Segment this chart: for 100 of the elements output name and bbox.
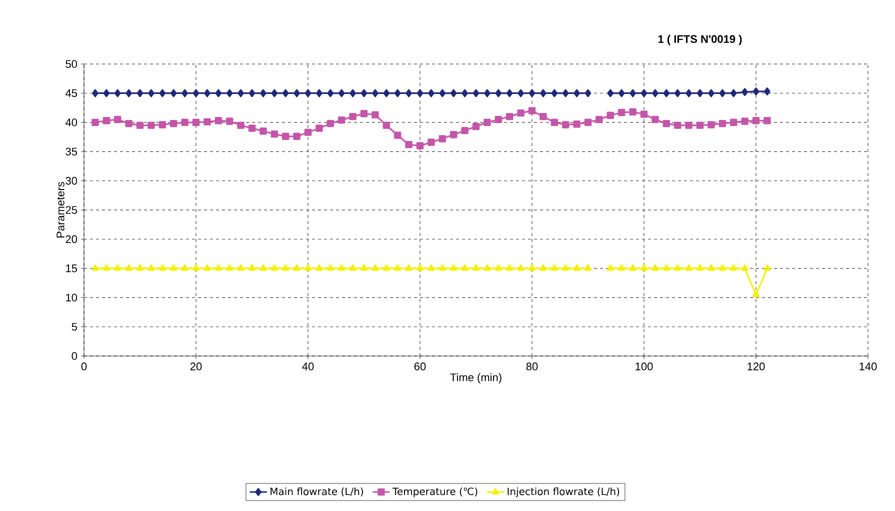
point — [718, 264, 726, 271]
legend-label: Injection flowrate (L/h) — [508, 487, 620, 498]
point — [640, 89, 648, 98]
y-tick-label: 10 — [66, 294, 78, 302]
legend-label: Temperature (℃) — [392, 487, 478, 498]
y-tick-label: 15 — [66, 264, 78, 272]
point — [652, 89, 658, 98]
chart-title: 1 ( IFTS N'0019 ) — [658, 34, 742, 46]
point — [708, 264, 715, 271]
point — [550, 264, 558, 271]
point — [450, 264, 458, 271]
point — [764, 87, 770, 96]
point — [126, 89, 132, 98]
point — [606, 264, 614, 271]
point — [215, 89, 222, 98]
point — [316, 264, 323, 271]
point — [349, 264, 356, 271]
point — [136, 264, 144, 271]
point — [170, 89, 177, 98]
point — [92, 89, 98, 98]
point — [148, 264, 155, 271]
point — [506, 264, 514, 271]
point — [406, 89, 412, 98]
point — [372, 264, 379, 271]
point — [338, 89, 345, 98]
point — [383, 89, 390, 98]
point — [741, 264, 748, 271]
point — [282, 89, 289, 98]
point — [640, 264, 648, 271]
point — [574, 89, 580, 98]
x-tick-label: 60 — [414, 362, 426, 370]
point — [663, 89, 670, 98]
point — [170, 264, 178, 271]
point — [92, 264, 99, 271]
point — [316, 89, 322, 98]
point — [159, 89, 166, 98]
point — [248, 89, 256, 98]
point — [271, 89, 278, 98]
point — [226, 89, 233, 98]
point — [260, 89, 266, 98]
point — [405, 264, 412, 271]
x-axis-title: Time (min) — [450, 373, 502, 384]
point — [708, 89, 714, 98]
point — [518, 89, 524, 98]
y-tick-label: 0 — [72, 352, 78, 360]
point — [148, 89, 154, 98]
point — [226, 264, 234, 271]
y-axis-title: Parameters — [56, 182, 64, 238]
point — [607, 89, 614, 98]
point — [450, 89, 457, 98]
x-tick-label: 120 — [748, 362, 765, 370]
point — [719, 89, 726, 98]
point — [742, 88, 748, 96]
point — [652, 264, 659, 271]
point — [540, 89, 546, 98]
point — [674, 89, 681, 98]
point — [618, 89, 625, 98]
point — [192, 89, 200, 98]
point — [696, 264, 704, 271]
point — [102, 264, 110, 271]
point — [260, 264, 267, 271]
x-tick-label: 140 — [860, 362, 877, 370]
point — [696, 89, 704, 98]
point — [685, 264, 692, 271]
point — [618, 264, 626, 271]
point — [114, 264, 122, 271]
point — [528, 264, 536, 271]
point — [630, 89, 636, 98]
point — [416, 264, 424, 271]
point — [584, 264, 592, 271]
point — [562, 264, 570, 271]
point — [394, 264, 402, 271]
point — [662, 264, 670, 271]
point — [629, 264, 636, 271]
y-tick-label: 5 — [72, 322, 78, 331]
point — [338, 264, 346, 271]
point — [237, 264, 244, 271]
point — [350, 89, 356, 98]
point — [752, 290, 760, 298]
point — [551, 89, 558, 98]
point — [182, 89, 188, 98]
point — [360, 89, 368, 98]
point — [506, 89, 513, 98]
x-tick-label: 20 — [190, 362, 202, 370]
point — [181, 264, 188, 271]
point — [517, 264, 524, 271]
y-tick-label: 40 — [65, 118, 78, 126]
legend-label: Main flowrate (L/h) — [270, 487, 363, 496]
point — [382, 264, 390, 271]
point — [484, 89, 490, 98]
x-tick-label: 0 — [81, 362, 87, 370]
point — [674, 264, 682, 271]
point — [494, 264, 502, 271]
point — [428, 89, 434, 98]
point — [192, 264, 200, 271]
point — [238, 89, 244, 98]
point — [461, 264, 468, 271]
point — [730, 264, 738, 271]
y-tick-label: 50 — [66, 60, 78, 68]
x-tick-label: 40 — [302, 362, 314, 370]
